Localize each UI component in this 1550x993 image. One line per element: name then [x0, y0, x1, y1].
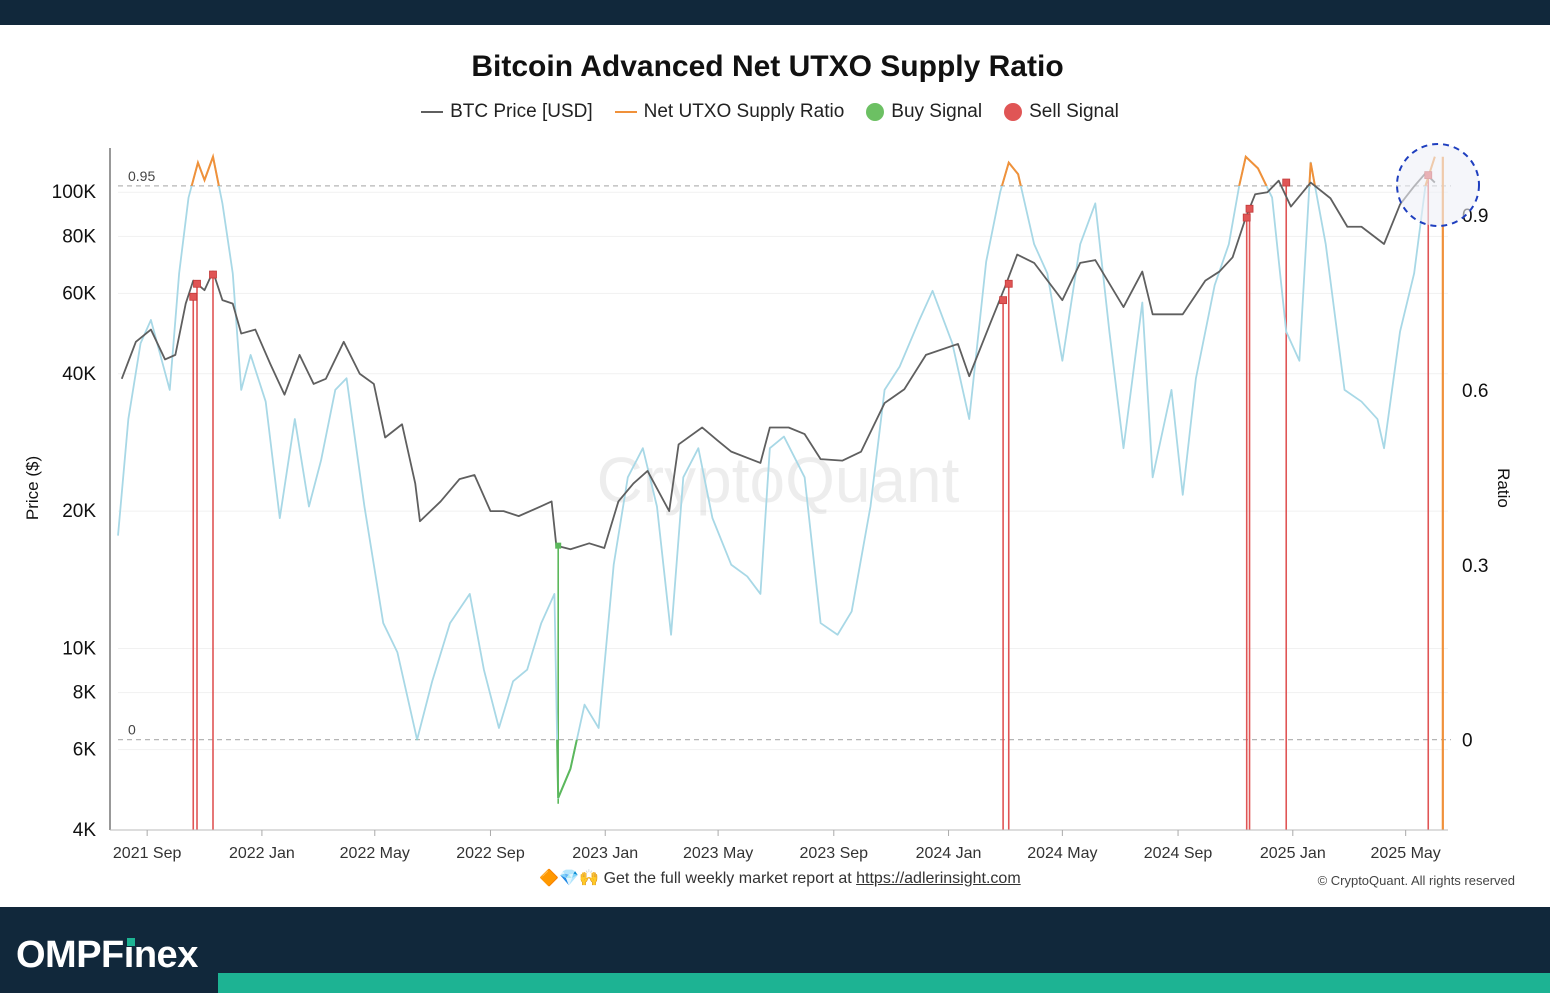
y2-axis-label: Ratio [1494, 468, 1513, 508]
legend-item-ratio[interactable]: Net UTXO Supply Ratio [614, 101, 845, 123]
sell-signal-marker-3[interactable] [999, 296, 1007, 305]
ratio-line [117, 155, 1436, 799]
legend-buy-label: Buy Signal [891, 101, 983, 122]
y-tick-40k: 40K [62, 364, 96, 385]
y-tick-100k: 100K [52, 182, 97, 203]
copyright-text: © CryptoQuant. All rights reserved [1317, 873, 1515, 888]
legend-sell-label: Sell Signal [1029, 101, 1119, 122]
sell-signal-marker-1[interactable] [193, 279, 201, 288]
x-tick-2024-may: 2024 May [1027, 845, 1097, 862]
threshold-label-0: 0 [128, 722, 136, 738]
report-link[interactable]: https://adlerinsight.com [856, 870, 1021, 887]
series [117, 153, 1444, 830]
sell-signal-marker-5[interactable] [1242, 213, 1251, 222]
y-axis-label: Price ($) [23, 456, 42, 520]
x-tick-2024-sep: 2024 Sep [1144, 845, 1213, 862]
brand-i-dot-icon [126, 938, 135, 946]
sell-signal-marker-4[interactable] [1004, 279, 1013, 288]
brand-name-i: ı [123, 934, 135, 977]
y-tick-20k: 20K [62, 501, 96, 522]
footer-emoji-icons: 🔶💎🙌 [539, 870, 600, 887]
x-tick-2025-may: 2025 May [1371, 845, 1441, 862]
legend: BTC Price [USD] Net UTXO Supply Ratio Bu… [0, 101, 1540, 123]
brand-accent-bar [218, 973, 1550, 993]
y2-tick-0-6: 0.6 [1462, 381, 1488, 402]
x-tick-2023-may: 2023 May [683, 845, 753, 862]
chart-title: Bitcoin Advanced Net UTXO Supply Ratio [471, 50, 1064, 83]
x-tick-2022-jan: 2022 Jan [229, 845, 295, 862]
y-tick-4k: 4K [73, 820, 97, 841]
top-banner [0, 0, 1550, 25]
buy-signal-dot-icon [866, 103, 885, 121]
highlight-circle [1396, 143, 1480, 227]
y-tick-10k: 10K [62, 638, 96, 659]
legend-item-buy[interactable]: Buy Signal [866, 101, 982, 123]
x-tick-2023-jan: 2023 Jan [572, 845, 638, 862]
ratio-line-swatch [614, 111, 637, 113]
buy-signal-marker-0[interactable] [555, 542, 562, 549]
y-tick-80k: 80K [62, 226, 96, 247]
sell-signal-marker-6[interactable] [1245, 204, 1254, 213]
brand-name-part1: OMPF [16, 934, 124, 976]
sell-signal-marker-2[interactable] [209, 270, 217, 279]
x-tick-2022-sep: 2022 Sep [456, 845, 525, 862]
x-tick-2024-jan: 2024 Jan [916, 845, 982, 862]
y-tick-60k: 60K [62, 283, 96, 304]
btc-price-line [120, 172, 1436, 551]
brand-name-part2: nex [133, 934, 198, 976]
brand-logo: OMPFı nex [16, 934, 198, 977]
threshold-lines: 0.95 0 [118, 168, 1451, 741]
x-tick-2023-sep: 2023 Sep [800, 845, 869, 862]
legend-item-price[interactable]: BTC Price [USD] [421, 101, 593, 123]
legend-ratio-label: Net UTXO Supply Ratio [643, 101, 845, 122]
x-tick-2025-jan: 2025 Jan [1260, 845, 1326, 862]
price-line-swatch [421, 111, 444, 113]
threshold-label-0-95: 0.95 [128, 168, 155, 184]
sell-signal-marker-7[interactable] [1282, 178, 1291, 187]
y2-tick-0-3: 0.3 [1462, 556, 1488, 577]
sell-signal-dot-icon [1004, 103, 1023, 121]
y2-tick-0: 0 [1462, 731, 1473, 752]
chart-canvas: CryptoQuant 0.950 100K80K60K40K20K10K8K6… [23, 143, 1513, 862]
y-tick-6k: 6K [73, 740, 97, 761]
y-tick-8k: 8K [73, 683, 97, 704]
tick-labels: 100K80K60K40K20K10K8K6K4K0.90.60.302021 … [52, 182, 1489, 862]
x-tick-2021-sep: 2021 Sep [113, 845, 182, 862]
x-tick-2022-may: 2022 May [340, 845, 410, 862]
axes [109, 148, 1448, 831]
footer-note: 🔶💎🙌 Get the full weekly market report at… [0, 868, 1550, 888]
legend-price-label: BTC Price [USD] [450, 101, 593, 122]
signal-lines [192, 175, 1430, 830]
sell-signal-marker-0[interactable] [189, 292, 198, 301]
legend-item-sell[interactable]: Sell Signal [1004, 101, 1119, 123]
footer-text: Get the full weekly market report at [603, 870, 852, 887]
brand-i-glyph: ı [123, 934, 135, 976]
